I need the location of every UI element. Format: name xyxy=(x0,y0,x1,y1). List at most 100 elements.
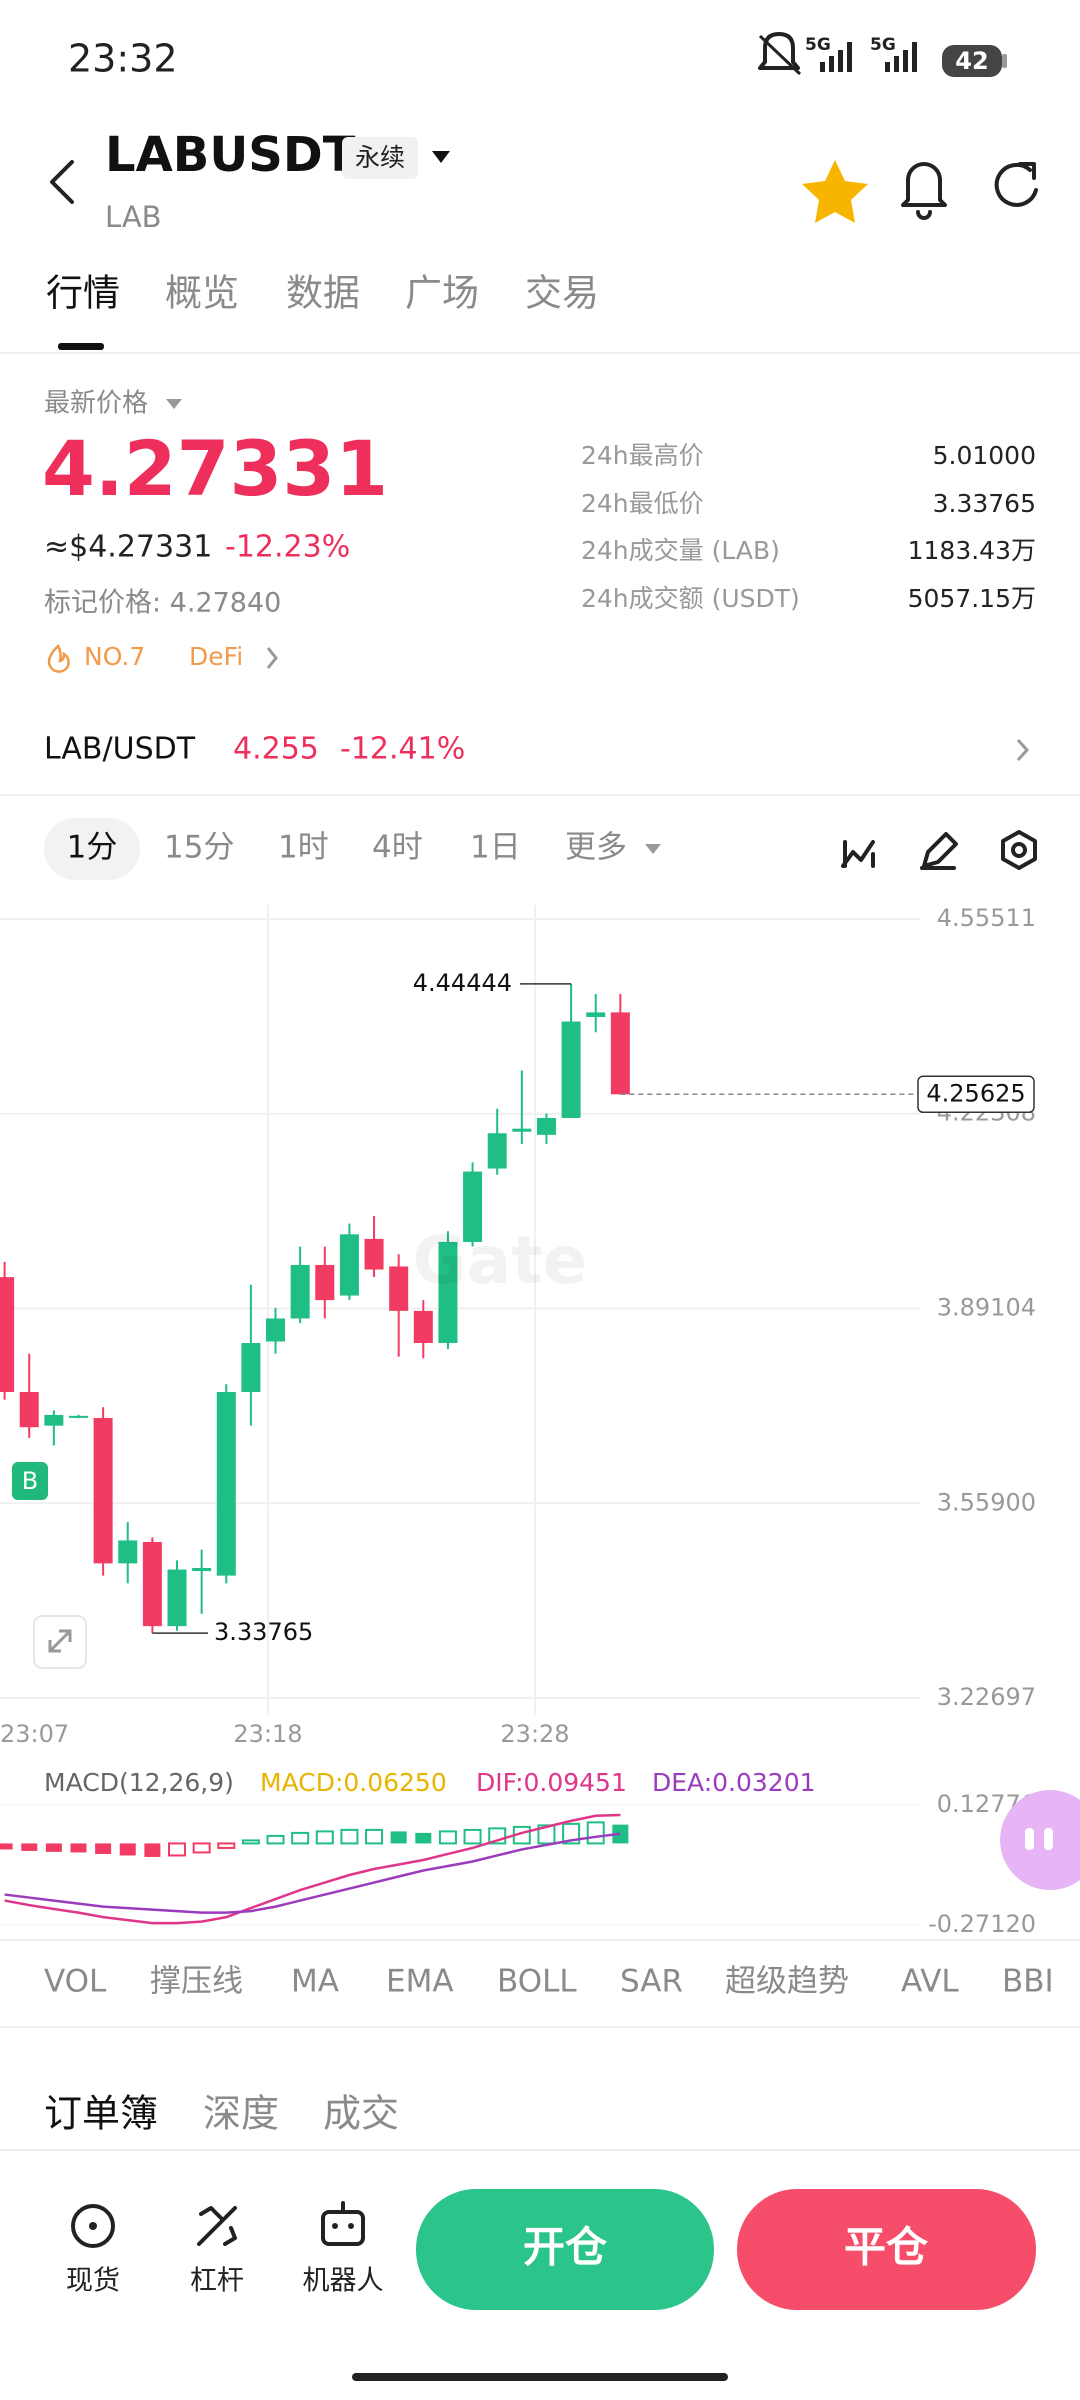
stat-value: 1183.43万 xyxy=(908,536,1036,565)
indicator[interactable]: BBI xyxy=(1002,1964,1054,2000)
home-indicator xyxy=(352,2373,728,2381)
price-change: -12.23% xyxy=(225,530,350,565)
bot-eye xyxy=(332,2223,338,2229)
signal xyxy=(847,42,852,72)
open-button[interactable] xyxy=(416,2189,714,2310)
candle-body xyxy=(216,1391,236,1576)
settings-icon[interactable] xyxy=(1001,830,1037,870)
nav-label[interactable]: 机器人 xyxy=(303,2266,384,2297)
stat-value: 5057.15万 xyxy=(908,584,1036,613)
candle-body xyxy=(364,1238,384,1270)
contract-type: 永续 xyxy=(355,143,405,172)
signal xyxy=(894,56,899,72)
spot-row[interactable]: LAB/USDT 4.255 -12.41% xyxy=(44,732,1030,767)
indicator[interactable]: VOL xyxy=(44,1964,107,2000)
indicator[interactable]: 撑压线 xyxy=(150,1964,243,2000)
macd-legend: DIF:0.09451 xyxy=(476,1768,627,1797)
base-asset: LAB xyxy=(105,200,162,234)
settings-icon-dot xyxy=(1011,842,1027,858)
candle-body xyxy=(19,1391,39,1428)
interval[interactable]: 更多 xyxy=(565,830,627,866)
bot-icon[interactable] xyxy=(321,2210,365,2246)
macd-bar xyxy=(315,1830,334,1845)
stat-value: 3.33765 xyxy=(933,489,1036,518)
share-button[interactable] xyxy=(994,162,1038,207)
assistant-bubble[interactable] xyxy=(1000,1790,1080,1890)
macd-bar xyxy=(537,1824,556,1845)
tab-bar: 行情 概览 数据 广场 交易 xyxy=(46,272,599,350)
sector[interactable]: DeFi xyxy=(189,642,243,671)
nav-label[interactable]: 杠杆 xyxy=(190,2266,244,2297)
y-tick-label: -0.27120 xyxy=(928,1910,1036,1938)
dropdown-arrow[interactable] xyxy=(645,844,661,854)
indicator[interactable]: BOLL xyxy=(497,1964,577,2000)
indicator[interactable]: AVL xyxy=(901,1964,959,2000)
indicator[interactable]: 超级趋势 xyxy=(725,1964,849,2000)
orderbook-tab[interactable]: 订单簿 xyxy=(44,2092,158,2136)
stat-value: 5.01000 xyxy=(933,441,1036,470)
interval[interactable]: 1分 xyxy=(67,830,118,866)
candle-body xyxy=(192,1568,212,1572)
interval[interactable]: 4时 xyxy=(372,830,423,866)
tab[interactable]: 交易 xyxy=(525,272,599,315)
price-tag-label: 4.25625 xyxy=(926,1079,1025,1107)
close-button[interactable] xyxy=(737,2189,1036,2310)
candle-body xyxy=(610,1012,630,1095)
back-button[interactable] xyxy=(50,160,74,204)
battery-tip xyxy=(1002,54,1007,68)
orderbook-tab[interactable]: 成交 xyxy=(323,2092,399,2136)
draw-icon[interactable] xyxy=(920,832,958,870)
alert-bell[interactable] xyxy=(901,162,947,220)
candle-body xyxy=(413,1310,433,1344)
macd-bar xyxy=(390,1831,407,1844)
buy-marker[interactable] xyxy=(12,1462,48,1500)
orderbook-tab[interactable]: 深度 xyxy=(203,2092,279,2136)
tab[interactable]: 广场 xyxy=(405,272,479,315)
margin-icon[interactable] xyxy=(197,2206,237,2246)
battery-level: 42 xyxy=(955,47,988,75)
candle-body xyxy=(142,1541,162,1627)
interval[interactable]: 1时 xyxy=(278,830,329,866)
spot-pair: LAB/USDT xyxy=(44,732,196,767)
fire-icon xyxy=(47,643,70,673)
price-label: 最新价格 xyxy=(44,389,148,419)
high-annotation: 4.44444 xyxy=(413,969,512,997)
candle-body xyxy=(536,1117,556,1135)
interval[interactable]: 15分 xyxy=(164,830,234,866)
indicator-icon[interactable] xyxy=(841,840,875,868)
dropdown-arrow[interactable] xyxy=(432,151,450,163)
candle-body xyxy=(290,1264,310,1319)
contract-badge[interactable] xyxy=(342,137,418,179)
favorite-star[interactable] xyxy=(802,160,868,223)
symbol: LABUSDT xyxy=(105,127,356,183)
price-tag xyxy=(917,1075,1035,1114)
tab[interactable]: 数据 xyxy=(286,272,360,315)
mute-slash xyxy=(758,34,802,76)
spot-price: 4.255 xyxy=(233,732,319,767)
dropdown-arrow[interactable] xyxy=(166,399,182,409)
expand-icon xyxy=(48,1629,72,1653)
macd-bar xyxy=(192,1842,211,1854)
open-label: 开仓 xyxy=(523,2223,608,2272)
interval[interactable]: 1日 xyxy=(470,830,521,866)
spot-icon[interactable] xyxy=(71,2204,115,2248)
close-label: 平仓 xyxy=(844,2223,929,2272)
candles xyxy=(0,983,630,1634)
indicator[interactable]: MA xyxy=(291,1964,339,2000)
y-tick-label: 4.55511 xyxy=(937,904,1036,932)
tab[interactable]: 行情 xyxy=(46,272,120,315)
tab[interactable]: 概览 xyxy=(165,272,239,315)
candle-body xyxy=(438,1241,458,1344)
stats: 24h最高价 5.01000 24h最低价 3.33765 24h成交量 (LA… xyxy=(581,441,1036,613)
indicator[interactable]: EMA xyxy=(386,1964,454,2000)
signal xyxy=(885,62,890,72)
x-tick-label: 23:28 xyxy=(500,1720,569,1748)
nav-label[interactable]: 现货 xyxy=(66,2266,120,2297)
bottom-nav: 现货 杠杆 机器人 xyxy=(66,2201,384,2297)
candle-body xyxy=(0,1277,15,1392)
signal xyxy=(829,56,834,72)
y-tick-label: 3.22697 xyxy=(937,1683,1036,1711)
indicator[interactable]: SAR xyxy=(620,1964,683,2000)
macd-bar xyxy=(21,1843,38,1851)
